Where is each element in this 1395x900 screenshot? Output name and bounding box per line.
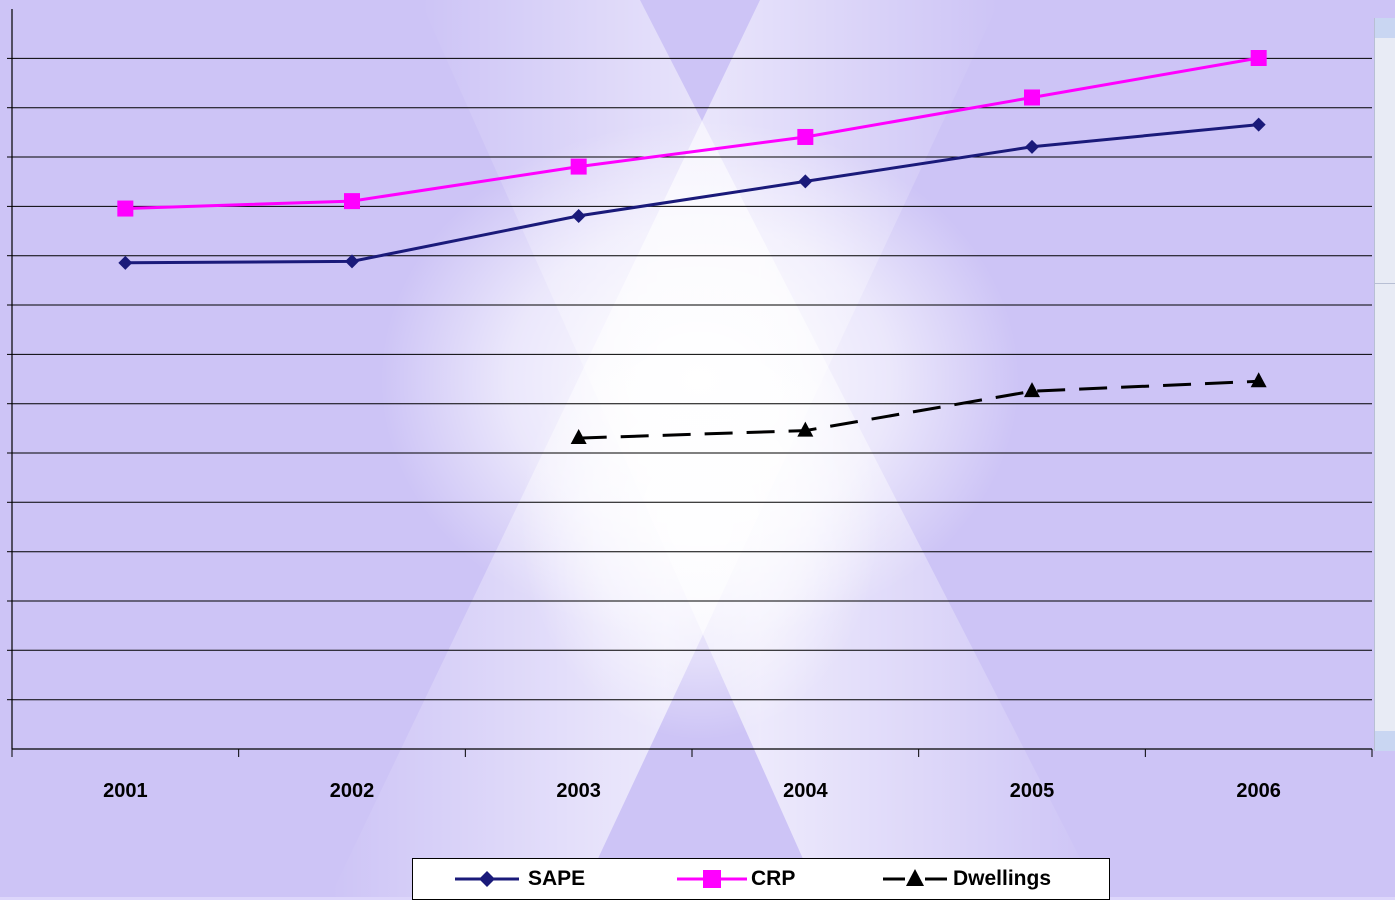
series-line-sape bbox=[125, 123, 1259, 265]
point-crp-2001 bbox=[117, 200, 134, 217]
point-dwellings-2005 bbox=[1024, 382, 1040, 398]
legend-marker-crp bbox=[677, 870, 747, 888]
legend-label-sape: SAPE bbox=[528, 867, 586, 890]
x-tick-label-2003: 2003 bbox=[556, 780, 601, 802]
point-sape-2002 bbox=[345, 254, 359, 269]
point-crp-2004 bbox=[797, 128, 814, 145]
series-line-crp bbox=[125, 56, 1259, 210]
point-sape-2003 bbox=[571, 208, 586, 223]
scroll-up-button[interactable] bbox=[1375, 18, 1395, 38]
point-dwellings-2003 bbox=[570, 429, 587, 445]
point-crp-2005 bbox=[1024, 89, 1040, 106]
legend-label-dwellings: Dwellings bbox=[953, 867, 1052, 890]
point-sape-2004 bbox=[798, 174, 813, 189]
legend-marker-dwellings bbox=[883, 869, 947, 886]
x-tick-label-2006: 2006 bbox=[1236, 780, 1281, 802]
legend-marker-sape bbox=[455, 871, 519, 887]
scroll-down-button[interactable] bbox=[1375, 731, 1395, 751]
legend-label-crp: CRP bbox=[751, 867, 796, 890]
point-sape-2005 bbox=[1025, 139, 1039, 154]
vertical-scrollbar[interactable] bbox=[1374, 18, 1395, 751]
series-line-dwellings bbox=[578, 379, 1259, 440]
x-tick-label-2002: 2002 bbox=[330, 780, 375, 802]
point-sape-2006 bbox=[1251, 117, 1266, 132]
chart-legend: SAPE CRP Dwellings bbox=[412, 858, 1110, 900]
point-crp-2003 bbox=[570, 158, 587, 175]
point-dwellings-2004 bbox=[797, 421, 814, 437]
point-dwellings-2006 bbox=[1250, 372, 1267, 388]
x-tick-label-2004: 2004 bbox=[783, 780, 828, 802]
point-sape-2001 bbox=[118, 255, 133, 270]
point-crp-2006 bbox=[1250, 50, 1267, 66]
x-tick-label-2001: 2001 bbox=[103, 780, 148, 802]
point-crp-2002 bbox=[344, 193, 360, 210]
scroll-thumb[interactable] bbox=[1375, 283, 1395, 284]
x-tick-label-2005: 2005 bbox=[1010, 780, 1055, 802]
